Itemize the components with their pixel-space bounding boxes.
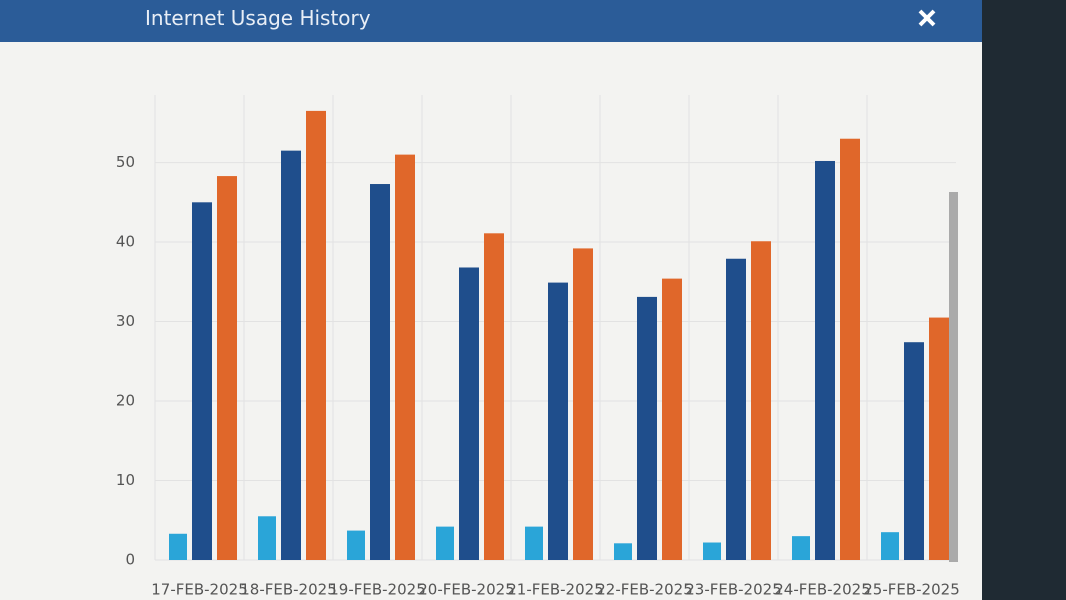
bar [548,282,568,560]
bar [573,248,593,560]
chart: 0 10 20 30 40 50 17-FEB-202518-FEB-202519-FEB-… [116,95,960,599]
bar [904,342,924,560]
x-tick-label: 24-FEB-2025 [774,581,870,599]
bar [703,542,721,560]
bar [792,536,810,560]
close-button[interactable] [916,7,938,29]
modal-title: Internet Usage History [145,6,371,30]
bar [192,202,212,561]
y-tick-label: 20 [116,392,135,410]
x-tick-label: 22-FEB-2025 [596,581,692,599]
x-tick-label: 23-FEB-2025 [685,581,781,599]
bar [370,184,390,560]
bar [281,150,301,560]
bar [525,526,543,560]
bar [929,317,949,560]
scrollbar[interactable] [949,192,958,562]
bar [217,176,237,561]
bar [726,258,746,560]
x-tick-label: 19-FEB-2025 [329,581,425,599]
x-tick-label: 18-FEB-2025 [240,581,336,599]
x-tick-label: 17-FEB-2025 [151,581,247,599]
x-tick-label: 20-FEB-2025 [418,581,514,599]
y-tick-label: 30 [116,312,135,330]
x-tick-label: 21-FEB-2025 [507,581,603,599]
bar [662,278,682,560]
bar [840,138,860,560]
bar [347,530,365,560]
bar [637,296,657,560]
bar [395,154,415,560]
bar [258,516,276,560]
bar [169,533,187,560]
bar [815,160,835,560]
y-tick-label: 50 [116,153,135,171]
bar [751,241,771,560]
x-tick-label: 25-FEB-2025 [863,581,959,599]
bar [614,543,632,560]
bar [484,233,504,561]
y-tick-label: 10 [116,471,135,489]
y-tick-label: 0 [125,551,135,569]
bar [306,110,326,561]
y-tick-label: 40 [116,233,135,251]
modal-header: Internet Usage History [0,0,982,42]
modal: Internet Usage History 0 10 20 30 40 50 17-FEB… [0,0,982,600]
bar [881,532,899,560]
bar [459,267,479,560]
bar [436,526,454,560]
